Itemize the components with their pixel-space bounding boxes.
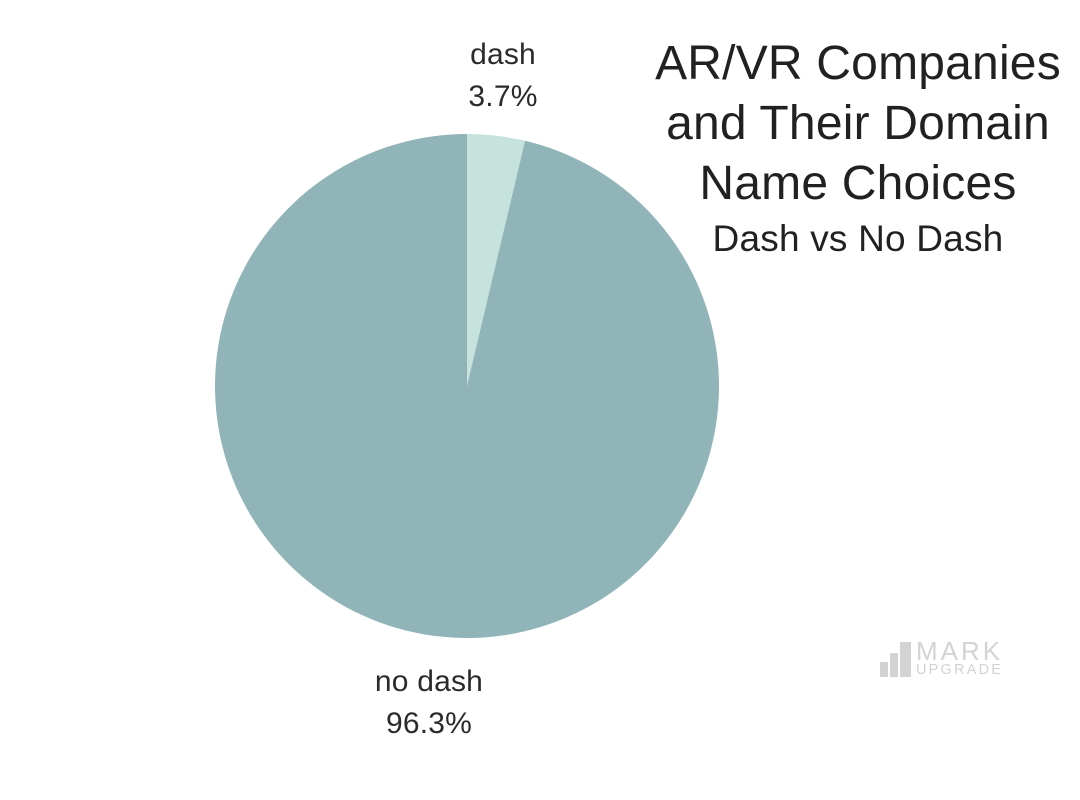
logo-bar-medium: [890, 653, 898, 677]
slice-label-dash: dash 3.7%: [403, 34, 603, 118]
slice-label-dash-name: dash: [470, 38, 536, 71]
pie-slice-dash: [467, 134, 526, 386]
logo-bar-small: [880, 662, 888, 677]
brand-name: MARK: [916, 636, 1004, 666]
chart-title-line-1: AR/VR Companies: [655, 37, 1061, 90]
chart-title-line-3: Name Choices: [699, 157, 1017, 210]
title-block: AR/VR Companies and Their Domain Name Ch…: [640, 34, 1076, 264]
bar-chart-icon: [880, 642, 911, 677]
chart-subtitle: Dash vs No Dash: [712, 218, 1004, 259]
chart-title-line-2: and Their Domain: [666, 97, 1050, 150]
slice-label-no-dash-name: no dash: [374, 665, 484, 698]
brand-tagline: UPGRADE: [916, 662, 1004, 678]
slice-label-no-dash-percent: 96.3%: [385, 707, 473, 740]
slice-label-no-dash: no dash 96.3%: [329, 661, 529, 745]
slice-label-dash-percent: 3.7%: [468, 80, 538, 113]
logo-bar-tall: [900, 642, 911, 677]
pie-chart: [215, 134, 719, 638]
brand-logo-text: MARK UPGRADE: [916, 636, 1004, 678]
brand-logo: MARK UPGRADE: [880, 636, 1004, 678]
chart-title: AR/VR Companies and Their Domain Name Ch…: [640, 34, 1076, 214]
pie-slice-no-dash: [215, 134, 719, 638]
